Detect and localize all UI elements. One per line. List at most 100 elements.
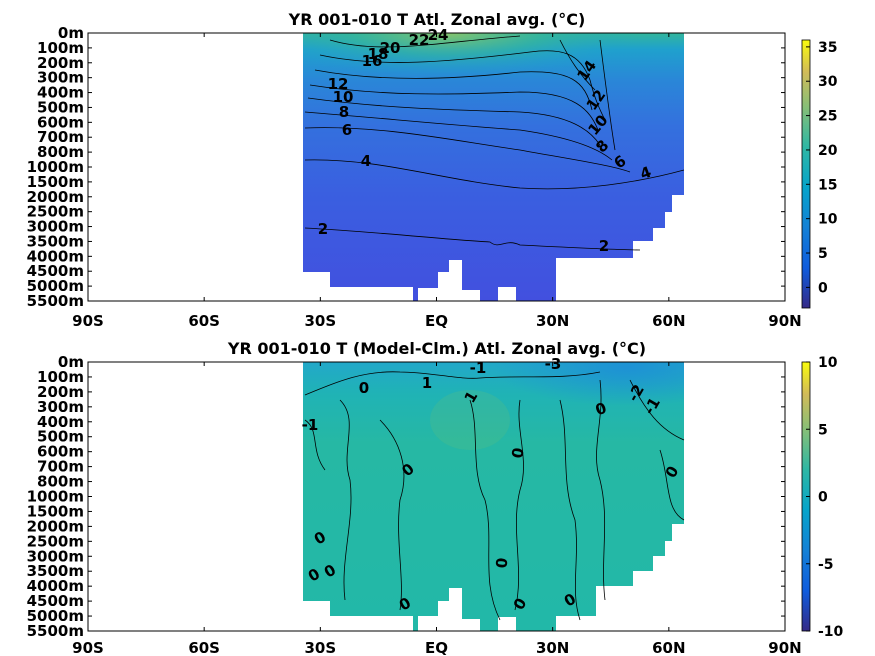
y-tick-label: 800m: [37, 143, 84, 161]
colorbar-tick-label: 30: [818, 74, 838, 90]
colorbar-tick-label: 35: [818, 40, 837, 56]
colorbar-ticks: 10 5 0 -5 -10: [806, 355, 844, 640]
contour-label: 10: [333, 88, 354, 106]
chart-title: YR 001-010 T Atl. Zonal avg. (°C): [288, 10, 586, 29]
y-tick-label: 3000m: [27, 547, 84, 565]
y-tick-label: 800m: [37, 473, 84, 491]
chart-title: YR 001-010 T (Model-Clm.) Atl. Zonal avg…: [227, 339, 646, 358]
x-tick-label: 30S: [304, 312, 336, 330]
warm-anomaly-region: [430, 390, 510, 450]
contour-label: 0: [508, 446, 528, 459]
y-tick-label: 4500m: [27, 592, 84, 610]
x-tick-label: EQ: [425, 312, 448, 330]
colorbar-tick-label: 10: [818, 212, 838, 228]
x-tick-label: 60S: [188, 639, 220, 656]
contour-label: -1: [470, 359, 487, 377]
y-tick-label: 3000m: [27, 218, 84, 236]
x-tick-label: EQ: [425, 639, 448, 656]
y-tick-label: 600m: [37, 113, 84, 131]
colorbar-tick-label: 10: [818, 355, 838, 371]
contour-label: -1: [302, 416, 319, 434]
colorbar-tick-label: 5: [818, 422, 828, 438]
y-tick-label: 1500m: [27, 173, 84, 191]
colorbar-ticks: 35 30 25 20 15 10 5 0: [806, 40, 838, 296]
y-tick-label: 5500m: [27, 622, 84, 640]
colorbar-tick-label: -5: [818, 557, 834, 573]
contour-label: 4: [361, 152, 371, 170]
y-tick-label: 500m: [37, 98, 84, 116]
x-tick-label: 90N: [768, 639, 801, 656]
y-tick-label: 400m: [37, 413, 84, 431]
y-tick-label: 5500m: [27, 292, 84, 310]
colorbar-tick-label: 20: [818, 143, 838, 159]
y-axis: 0m100m200m300m400m500m600m700m800m1000m1…: [27, 353, 785, 640]
contour-lines: [304, 371, 685, 621]
y-tick-label: 200m: [37, 54, 84, 72]
y-tick-label: 4500m: [27, 262, 84, 280]
colorbar: [801, 39, 811, 309]
y-tick-label: 500m: [37, 428, 84, 446]
y-tick-label: 3500m: [27, 562, 84, 580]
contour-lines: [304, 35, 685, 251]
contour-label: -1: [640, 394, 664, 417]
contour-label: 8: [339, 103, 349, 121]
contour-label: 12: [328, 75, 349, 93]
y-tick-label: 0m: [58, 24, 84, 42]
x-tick-label: 30S: [304, 639, 336, 656]
contour-label: -2: [624, 381, 648, 404]
y-tick-label: 3500m: [27, 232, 84, 250]
warm-surface-layer: [303, 33, 684, 120]
y-tick-label: 2500m: [27, 203, 84, 221]
contour-label: 20: [380, 39, 401, 57]
chart-panel-anomaly: YR 001-010 T (Model-Clm.) Atl. Zonal avg…: [27, 339, 844, 656]
y-tick-label: 5000m: [27, 277, 84, 295]
x-tick-label: 90S: [72, 639, 104, 656]
y-tick-label: 5000m: [27, 607, 84, 625]
y-tick-label: 4000m: [27, 247, 84, 265]
colorbar-tick-label: 0: [818, 490, 828, 506]
contour-label: 6: [342, 121, 352, 139]
data-field: [303, 33, 685, 301]
y-tick-label: 2000m: [27, 188, 84, 206]
colorbar-tick-label: 25: [818, 109, 837, 125]
y-tick-label: 1000m: [27, 488, 84, 506]
x-tick-label: 60N: [652, 312, 685, 330]
y-tick-label: 0m: [58, 353, 84, 371]
contour-label: 0: [493, 557, 512, 569]
contour-label: 2: [318, 220, 328, 238]
y-tick-label: 1000m: [27, 158, 84, 176]
contour-label: 24: [428, 26, 449, 44]
x-tick-label: 30N: [536, 639, 569, 656]
x-axis: 90S 60S 30S EQ 30N 60N 90N: [72, 362, 802, 656]
y-tick-label: 300m: [37, 69, 84, 87]
y-axis: 0m100m200m300m400m500m600m700m800m1000m1…: [27, 24, 785, 310]
y-tick-label: 400m: [37, 84, 84, 102]
x-tick-label: 30N: [536, 312, 569, 330]
y-tick-label: 1500m: [27, 502, 84, 520]
y-tick-label: 4000m: [27, 577, 84, 595]
colorbar-tick-label: 0: [818, 280, 828, 296]
y-tick-label: 200m: [37, 383, 84, 401]
contour-label: 1: [422, 374, 432, 392]
contour-label: 16: [362, 52, 383, 70]
cold-anomaly-region: [303, 362, 684, 472]
y-tick-label: 100m: [37, 368, 84, 386]
y-tick-label: 700m: [37, 458, 84, 476]
y-tick-label: 2500m: [27, 532, 84, 550]
x-tick-label: 90S: [72, 312, 104, 330]
y-tick-label: 2000m: [27, 517, 84, 535]
y-tick-label: 700m: [37, 128, 84, 146]
contour-label: 18: [368, 45, 389, 63]
y-tick-label: 600m: [37, 443, 84, 461]
colorbar-tick-label: -10: [818, 624, 844, 640]
colorbar-tick-label: 5: [818, 246, 828, 262]
x-tick-label: 60S: [188, 312, 220, 330]
y-tick-label: 100m: [37, 39, 84, 57]
x-tick-label: 60N: [652, 639, 685, 656]
x-axis: 90S 60S 30S EQ 30N 60N 90N: [72, 33, 802, 330]
contour-label: 22: [409, 31, 430, 49]
data-field: [303, 362, 685, 631]
contour-label: 2: [599, 237, 609, 255]
x-tick-label: 90N: [768, 312, 801, 330]
